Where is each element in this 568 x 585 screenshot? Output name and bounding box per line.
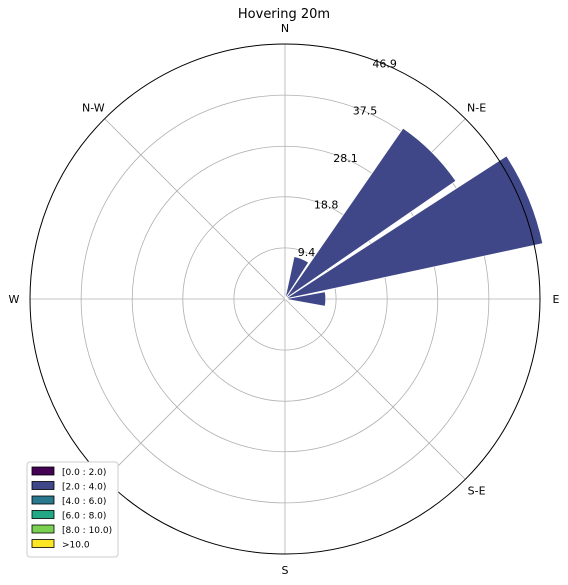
- legend: [0.0 : 2.0) [2.0 : 4.0) [4.0 : 6.0) [6.0 : …: [26, 461, 119, 558]
- direction-label-n-e: N-E: [467, 101, 486, 114]
- grid-spoke-7: [104, 118, 286, 300]
- direction-label-w: W: [9, 293, 20, 306]
- direction-label-n-w: N-W: [82, 101, 105, 114]
- wind-bar-90: [284, 291, 327, 307]
- radial-tick-label-1: 18.8: [314, 199, 339, 212]
- wind-bar-22.5: [284, 256, 310, 300]
- chart-title: Hovering 20m: [238, 7, 330, 22]
- legend-swatch-4: [31, 524, 55, 534]
- wind-bar-45: [284, 127, 457, 300]
- legend-label-0: [0.0 : 2.0): [62, 468, 106, 478]
- legend-swatch-0: [31, 466, 55, 476]
- legend-label-5: >10.0: [62, 541, 90, 551]
- wind-bars: [284, 127, 544, 307]
- legend-label-2: [4.0 : 6.0): [62, 497, 106, 507]
- radial-tick-label-3: 37.5: [353, 105, 378, 118]
- legend-swatch-5: [31, 539, 55, 548]
- outer-frame-circle: [29, 43, 541, 555]
- legend-swatch-3: [31, 510, 55, 519]
- grid-spoke-5: [104, 298, 286, 480]
- direction-label-s: S: [282, 564, 289, 577]
- polar-grid: [30, 44, 540, 554]
- legend-label-3: [6.0 : 8.0): [62, 512, 106, 522]
- radial-tick-label-0: 9.4: [298, 246, 316, 259]
- legend-swatch-1: [31, 481, 55, 490]
- direction-label-n: N: [281, 22, 289, 35]
- wind-bar-67.5: [284, 155, 544, 300]
- grid-spoke-3: [284, 298, 466, 480]
- legend-label-4: [8.0 : 10.0): [62, 526, 112, 536]
- direction-label-e: E: [553, 293, 560, 306]
- direction-label-s-e: S-E: [468, 485, 486, 498]
- radial-tick-label-2: 28.1: [333, 152, 358, 165]
- legend-swatch-2: [31, 495, 55, 505]
- legend-label-1: [2.0 : 4.0): [62, 483, 106, 493]
